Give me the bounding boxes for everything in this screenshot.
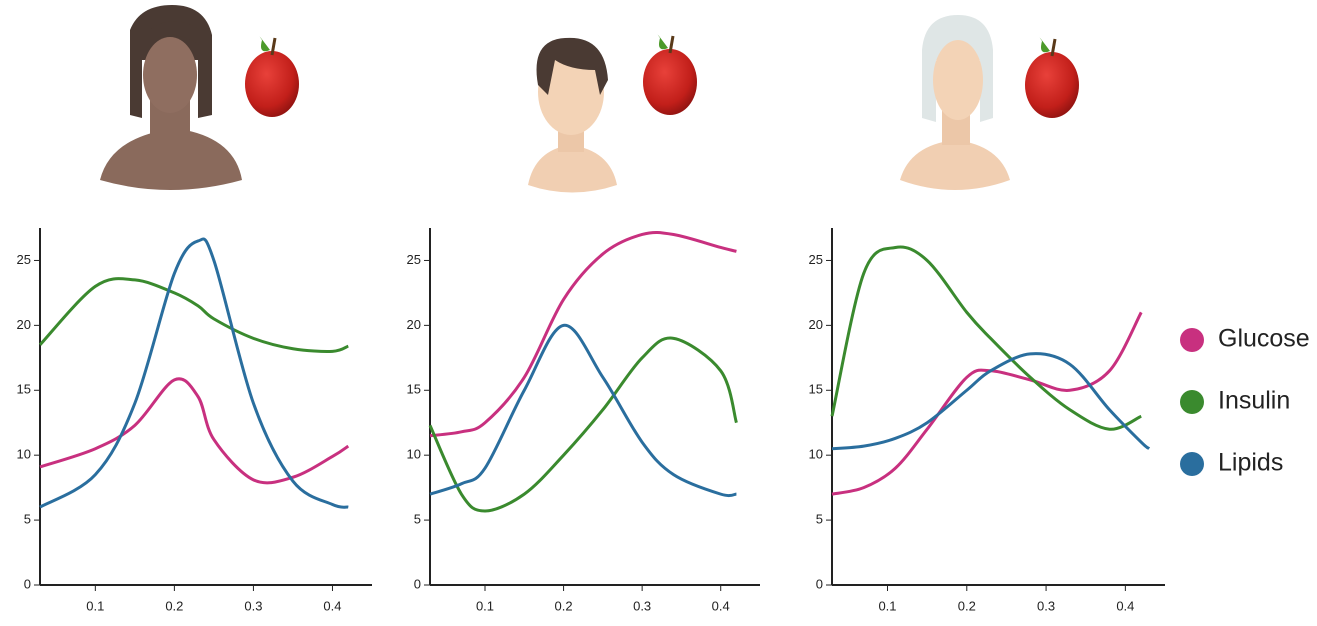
person-illustration: [900, 15, 1010, 190]
person-illustration: [100, 5, 242, 190]
legend-label: Insulin: [1218, 387, 1290, 415]
y-tick-label: 10: [809, 447, 823, 462]
y-tick-label: 10: [17, 447, 31, 462]
apple-illustration: [1025, 38, 1079, 118]
y-tick-label: 15: [17, 382, 31, 397]
y-tick-label: 0: [414, 576, 421, 591]
x-tick-label: 0.3: [633, 598, 651, 613]
line-series: [430, 232, 736, 435]
y-tick-label: 15: [407, 382, 421, 397]
x-tick-label: 0.2: [165, 598, 183, 613]
y-tick-label: 0: [24, 576, 31, 591]
x-tick-label: 0.4: [323, 598, 341, 613]
legend-label: Glucose: [1218, 325, 1310, 353]
x-tick-label: 0.2: [555, 598, 573, 613]
x-tick-label: 0.4: [712, 598, 730, 613]
y-tick-label: 5: [816, 512, 823, 527]
y-tick-label: 20: [809, 317, 823, 332]
x-tick-label: 0.3: [244, 598, 262, 613]
line-series: [832, 247, 1141, 429]
figure: 0 5 10 15 20 25 0.1 0.2 0.3 0.4 0 5 10 15 20 25 0.1 0.2 0.…: [0, 0, 1317, 626]
legend-swatch: [1180, 328, 1204, 352]
line-series: [40, 239, 348, 507]
y-tick-label: 25: [17, 252, 31, 267]
y-tick-label: 25: [809, 252, 823, 267]
line-series: [430, 338, 736, 511]
x-tick-label: 0.1: [86, 598, 104, 613]
x-tick-label: 0.3: [1037, 598, 1055, 613]
apple-illustration: [245, 37, 299, 117]
y-tick-label: 20: [407, 317, 421, 332]
y-tick-label: 0: [816, 576, 823, 591]
legend-swatch: [1180, 390, 1204, 414]
legend-swatch: [1180, 452, 1204, 476]
y-tick-label: 10: [407, 447, 421, 462]
x-tick-label: 0.1: [878, 598, 896, 613]
line-series: [40, 379, 348, 483]
y-tick-label: 15: [809, 382, 823, 397]
x-tick-label: 0.1: [476, 598, 494, 613]
line-series: [430, 325, 736, 495]
line-series: [832, 312, 1141, 494]
y-tick-label: 25: [407, 252, 421, 267]
y-tick-label: 5: [414, 512, 421, 527]
line-series: [832, 354, 1149, 449]
x-tick-label: 0.4: [1116, 598, 1134, 613]
y-tick-label: 5: [24, 512, 31, 527]
x-tick-label: 0.2: [958, 598, 976, 613]
apple-illustration: [643, 35, 697, 115]
line-series: [40, 279, 348, 352]
y-tick-label: 20: [17, 317, 31, 332]
person-illustration: [528, 38, 617, 193]
legend-label: Lipids: [1218, 449, 1283, 477]
